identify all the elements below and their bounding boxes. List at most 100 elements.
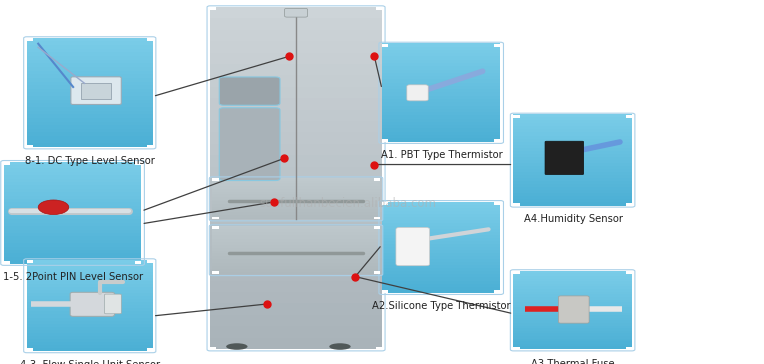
Bar (513, 193, 632, 197)
Bar (382, 238, 500, 241)
Bar (513, 294, 632, 297)
Bar (513, 169, 632, 172)
Bar (210, 144, 382, 155)
Bar (382, 66, 500, 70)
Bar (27, 348, 153, 351)
Bar (382, 265, 500, 269)
Bar (210, 155, 382, 167)
Bar (212, 217, 219, 219)
Bar (27, 38, 153, 42)
Bar (382, 99, 500, 103)
Bar (513, 115, 520, 118)
Bar (212, 205, 380, 207)
Bar (494, 290, 500, 293)
Bar (376, 347, 382, 349)
Bar (27, 308, 153, 312)
Bar (4, 162, 10, 165)
Bar (27, 333, 153, 336)
Bar (513, 273, 632, 276)
Bar (212, 262, 380, 265)
Bar (27, 67, 153, 71)
Bar (210, 223, 382, 236)
Bar (513, 271, 520, 274)
Bar (513, 292, 632, 295)
Bar (212, 215, 380, 217)
Bar (210, 41, 382, 53)
Bar (212, 197, 380, 199)
Bar (27, 60, 153, 64)
Bar (4, 250, 141, 254)
Bar (212, 194, 380, 196)
Text: A2.Silicone Type Thermistor: A2.Silicone Type Thermistor (372, 301, 511, 311)
Bar (212, 216, 380, 218)
Bar (210, 201, 382, 213)
Bar (212, 226, 380, 228)
Bar (210, 7, 216, 10)
Bar (27, 339, 153, 342)
Bar (27, 38, 33, 41)
Bar (212, 209, 380, 211)
Bar (210, 132, 382, 144)
Bar (4, 213, 141, 216)
Bar (382, 115, 500, 119)
Bar (212, 211, 380, 213)
Text: A4.Humidity Sensor: A4.Humidity Sensor (523, 214, 623, 224)
Bar (212, 247, 380, 249)
FancyBboxPatch shape (545, 141, 584, 175)
Bar (212, 181, 380, 182)
Bar (212, 236, 380, 237)
Bar (212, 179, 380, 181)
Bar (212, 204, 380, 206)
Bar (382, 262, 500, 266)
Bar (212, 269, 380, 271)
Bar (212, 198, 380, 200)
Bar (513, 135, 632, 139)
Bar (4, 240, 141, 244)
Bar (376, 7, 382, 10)
Bar (27, 269, 153, 272)
Bar (513, 145, 632, 148)
Bar (210, 315, 382, 327)
Bar (212, 244, 380, 245)
Bar (210, 292, 382, 304)
Text: 1-5. 2Point PIN Level Sensor: 1-5. 2Point PIN Level Sensor (2, 272, 143, 282)
Bar (382, 223, 500, 226)
Bar (513, 126, 632, 130)
Bar (212, 270, 380, 273)
Bar (27, 103, 153, 107)
Bar (374, 178, 380, 181)
Bar (382, 232, 500, 236)
Bar (27, 263, 153, 266)
Bar (382, 56, 500, 60)
Bar (4, 169, 141, 172)
Bar (147, 38, 153, 41)
Bar (513, 297, 632, 300)
Bar (513, 323, 632, 326)
Bar (27, 122, 153, 126)
Bar (382, 214, 500, 217)
Bar (513, 341, 632, 344)
Bar (212, 268, 380, 269)
Bar (212, 231, 380, 233)
Bar (210, 98, 382, 110)
Bar (382, 202, 500, 205)
Bar (513, 148, 632, 151)
Bar (4, 253, 141, 257)
Bar (135, 261, 141, 264)
Bar (27, 111, 153, 115)
Bar (382, 47, 500, 50)
Bar (212, 207, 380, 209)
Bar (513, 289, 632, 292)
Bar (27, 143, 153, 147)
Bar (27, 140, 153, 144)
Bar (27, 302, 153, 306)
Bar (210, 212, 382, 224)
Bar (382, 244, 500, 248)
Bar (382, 277, 500, 281)
Bar (147, 348, 153, 351)
Bar (212, 245, 380, 247)
Bar (212, 256, 380, 258)
Bar (513, 202, 632, 206)
Bar (210, 246, 382, 258)
FancyBboxPatch shape (284, 8, 307, 17)
